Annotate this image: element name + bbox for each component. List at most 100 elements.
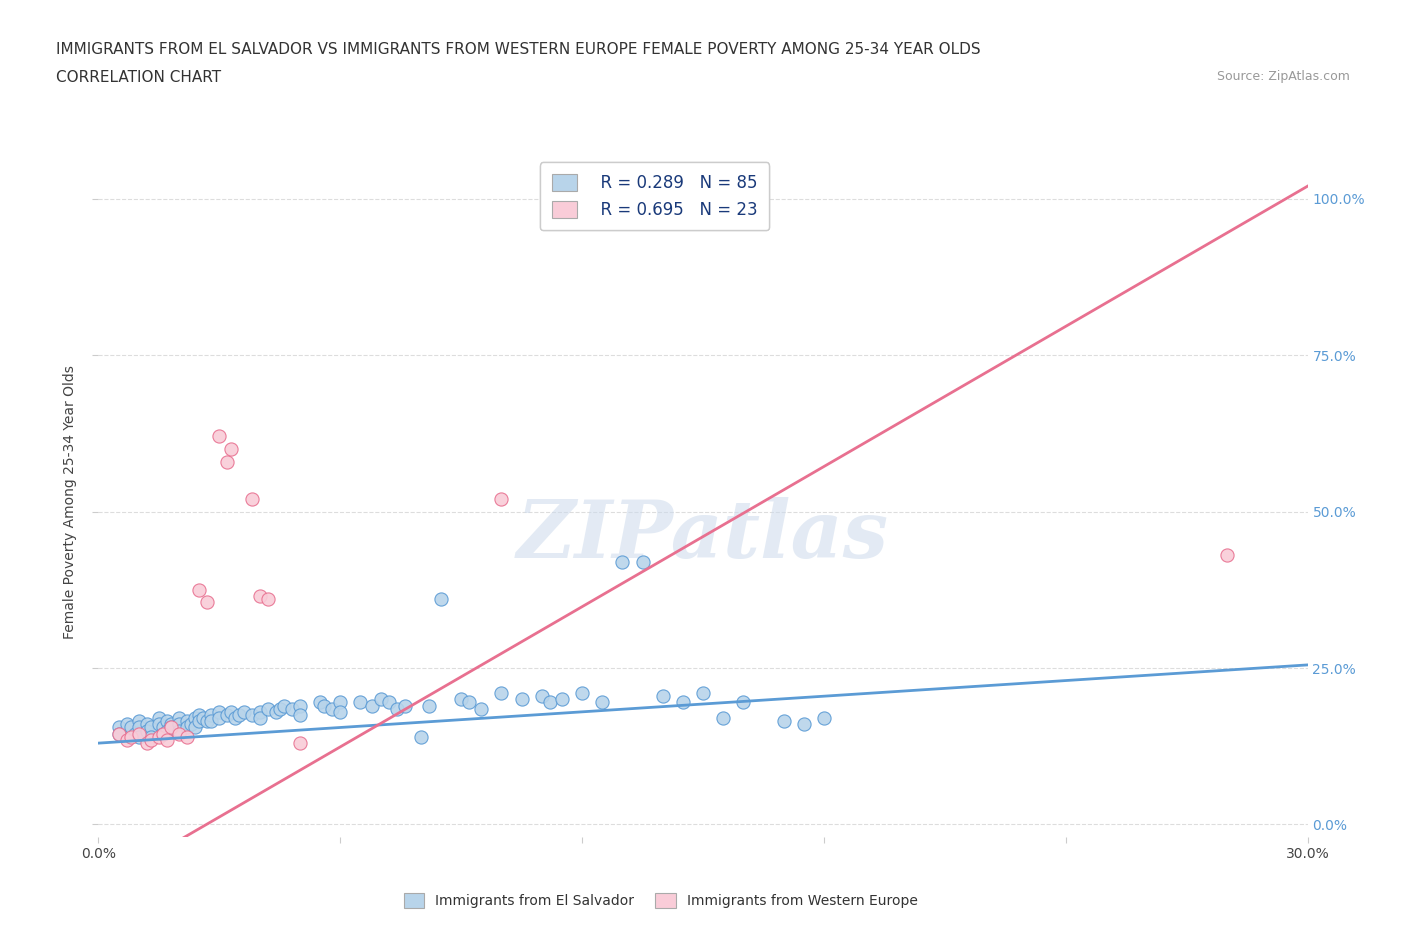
Point [217,708,239,723]
Point [167,724,190,738]
Point [1216,548,1239,563]
Point [107,720,129,735]
Point [107,726,129,741]
Point [156,724,179,738]
Point [184,711,207,725]
Point [228,708,250,723]
Point [160,720,183,735]
Point [156,714,179,729]
Point [232,704,254,719]
Point [249,711,271,725]
Point [309,695,332,710]
Point [200,708,222,723]
Point [394,698,416,713]
Point [591,695,613,710]
Point [321,701,343,716]
Point [200,714,222,729]
Point [195,714,218,729]
Text: IMMIGRANTS FROM EL SALVADOR VS IMMIGRANTS FROM WESTERN EUROPE FEMALE POVERTY AMO: IMMIGRANTS FROM EL SALVADOR VS IMMIGRANT… [56,42,981,57]
Point [128,729,150,744]
Point [115,733,138,748]
Point [120,729,142,744]
Point [470,701,492,716]
Point [156,733,179,748]
Point [269,701,291,716]
Legend:   R = 0.289   N = 85,   R = 0.695   N = 23: R = 0.289 N = 85, R = 0.695 N = 23 [540,163,769,231]
Y-axis label: Female Poverty Among 25-34 Year Olds: Female Poverty Among 25-34 Year Olds [63,365,77,639]
Point [176,720,198,735]
Point [264,704,287,719]
Point [692,685,714,700]
Legend: Immigrants from El Salvador, Immigrants from Western Europe: Immigrants from El Salvador, Immigrants … [398,888,924,914]
Point [361,698,384,713]
Point [314,698,336,713]
Point [217,454,239,469]
Point [167,711,190,725]
Point [208,711,231,725]
Point [148,729,170,744]
Point [208,429,231,444]
Point [152,720,174,735]
Point [128,726,150,741]
Point [409,729,432,744]
Point [195,595,218,610]
Point [224,711,246,725]
Point [491,685,513,700]
Point [120,720,142,735]
Point [124,726,146,741]
Point [612,554,634,569]
Point [193,711,215,725]
Point [115,717,138,732]
Point [385,701,408,716]
Point [148,717,170,732]
Point [188,708,211,723]
Point [491,492,513,507]
Point [160,717,183,732]
Point [281,701,304,716]
Point [167,726,190,741]
Point [249,704,271,719]
Point [167,717,190,732]
Point [813,711,835,725]
Point [349,695,371,710]
Point [538,695,561,710]
Point [148,711,170,725]
Point [135,724,157,738]
Point [176,714,198,729]
Point [152,726,174,741]
Point [458,695,481,710]
Point [107,726,129,741]
Text: Source: ZipAtlas.com: Source: ZipAtlas.com [1216,70,1350,83]
Point [256,591,278,606]
Point [571,685,593,700]
Point [139,733,162,748]
Point [152,726,174,741]
Point [288,708,311,723]
Point [188,582,211,597]
Text: ZIPatlas: ZIPatlas [517,497,889,575]
Point [793,717,815,732]
Point [711,711,734,725]
Point [128,720,150,735]
Point [377,695,399,710]
Point [180,717,202,732]
Point [418,698,440,713]
Point [430,591,453,606]
Point [128,714,150,729]
Point [370,692,392,707]
Point [288,698,311,713]
Point [139,720,162,735]
Point [256,701,278,716]
Point [450,692,472,707]
Point [240,492,263,507]
Point [631,554,654,569]
Point [135,736,157,751]
Point [240,708,263,723]
Point [672,695,695,710]
Point [184,720,207,735]
Point [221,704,243,719]
Point [772,714,794,729]
Point [188,714,211,729]
Point [329,704,352,719]
Point [551,692,574,707]
